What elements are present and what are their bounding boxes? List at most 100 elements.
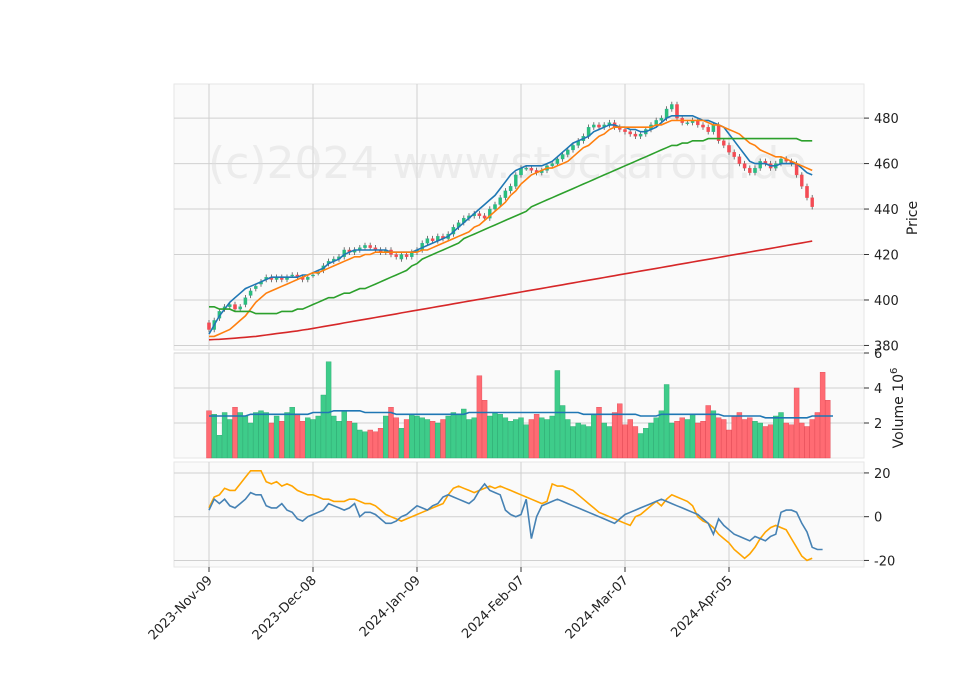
volume-bar <box>617 403 623 459</box>
candle-body <box>503 190 508 198</box>
volume-bar <box>331 415 337 459</box>
volume-bar <box>403 419 410 459</box>
volume-bar <box>778 412 784 459</box>
volume-bar <box>539 417 545 459</box>
candle-body <box>805 186 809 198</box>
x-tick-label: 2024-Apr-05 <box>668 573 735 640</box>
volume-bar <box>726 429 732 459</box>
candle-body <box>670 104 674 110</box>
volume-bar <box>284 412 290 459</box>
volume-bar <box>429 421 436 459</box>
moving-average-line-2 <box>209 119 813 338</box>
candle-body <box>675 104 679 119</box>
volume-bar <box>445 415 451 459</box>
volume-bar <box>351 422 358 459</box>
volume-bar <box>752 421 758 459</box>
oscillator-y-tick-label: 0 <box>874 511 882 526</box>
volume-bar <box>383 415 389 459</box>
volume-bar <box>606 426 613 459</box>
candle-body <box>529 167 534 171</box>
volume-bar <box>809 419 815 459</box>
volume-bar <box>793 387 800 459</box>
volume-bar <box>242 415 249 459</box>
volume-bar <box>819 372 826 459</box>
candle-body <box>706 127 710 132</box>
volume-y-tick-label: 4 <box>874 382 882 397</box>
price-y-tick-label: 420 <box>874 249 899 264</box>
volume-bar <box>710 410 717 459</box>
volume-bar <box>653 417 659 459</box>
candle-body <box>394 254 398 257</box>
candle-body <box>659 117 664 121</box>
volume-bar <box>627 419 633 459</box>
volume-bar <box>757 422 763 459</box>
watermark: (c)2024 www.stockaroid.de <box>208 138 807 189</box>
volume-bar <box>549 415 555 459</box>
candle-body <box>514 174 518 187</box>
volume-bar <box>736 412 743 459</box>
volume-bar <box>528 419 535 459</box>
volume-bar <box>211 414 217 459</box>
candle-body <box>633 133 638 137</box>
volume-bar <box>741 419 748 459</box>
volume-bar <box>320 394 327 459</box>
volume-bar <box>622 424 628 459</box>
volume-bar <box>825 400 831 459</box>
x-tick-label: 2023-Dec-08 <box>250 573 320 643</box>
volume-bar <box>476 375 483 459</box>
candle-body <box>742 163 747 169</box>
candle-body <box>748 167 752 173</box>
oscillator-panel <box>208 470 823 562</box>
price-axis-label: Price <box>905 201 921 235</box>
volume-bar <box>237 412 243 459</box>
volume-bar <box>336 421 342 459</box>
volume-bar <box>585 426 592 459</box>
candle-body <box>368 245 372 248</box>
volume-bar <box>669 422 675 459</box>
volume-bar <box>575 422 581 459</box>
candle-body <box>233 304 237 310</box>
volume-bar <box>388 407 394 459</box>
volume-bar <box>663 384 670 459</box>
volume-bar <box>466 419 472 459</box>
volume-bar <box>783 422 789 459</box>
volume-bar <box>689 414 696 459</box>
candle-body <box>628 131 632 135</box>
volume-bar <box>221 412 228 459</box>
candle-body <box>311 274 315 277</box>
candle-body <box>254 286 258 289</box>
volume-bar <box>357 429 363 459</box>
volume-bar <box>435 422 441 459</box>
candle-body <box>508 186 513 192</box>
volume-bar <box>721 419 727 459</box>
volume-bar <box>700 421 706 459</box>
volume-bar <box>658 410 665 459</box>
volume-bar <box>372 431 379 459</box>
volume-bar <box>731 415 737 459</box>
volume-y-tick-label: 6 <box>874 347 882 362</box>
volume-bar <box>305 417 311 459</box>
candle-body <box>685 122 690 124</box>
volume-axis-label: Volume 106 <box>889 368 907 449</box>
volume-bar <box>471 417 477 459</box>
volume-bar <box>513 419 519 459</box>
volume-bar <box>424 419 431 459</box>
volume-bar <box>325 361 332 459</box>
candle-body <box>306 277 310 280</box>
candle-body <box>623 129 627 132</box>
candle-body <box>758 161 762 169</box>
candle-body <box>571 145 575 151</box>
volume-bar <box>247 422 254 459</box>
volume-bar <box>804 426 810 459</box>
price-y-tick-label: 400 <box>874 294 899 309</box>
volume-bar <box>310 419 316 459</box>
volume-bar <box>232 407 238 459</box>
volume-bar <box>507 421 514 459</box>
candle-body <box>722 140 726 146</box>
volume-bar <box>523 424 529 459</box>
volume-bar <box>533 414 540 459</box>
volume-bar <box>596 407 602 459</box>
volume-bar <box>346 421 353 459</box>
candle-body <box>566 149 570 155</box>
